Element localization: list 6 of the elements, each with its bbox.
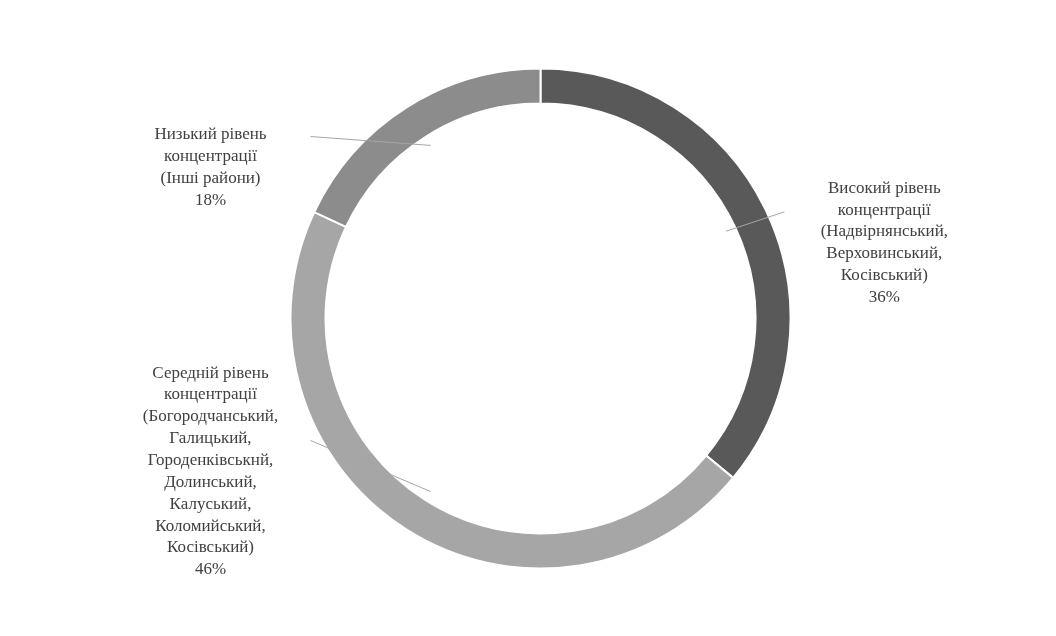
category-label: Середній рівень концентрації (Богородчанський, Галицький, Городенківськнй, Долинський, Калуський, Коломийський, Косівський) [142, 362, 279, 557]
data-label: 18% [194, 189, 227, 209]
slice-label: Низький рівень концентрації (Інші райони) [154, 124, 267, 187]
slice-label: Високий рівень концентрації (Надвірнянський, Верховинський, Косівський) [820, 177, 949, 285]
data-label: 36% [868, 286, 900, 306]
data-label: 46% [194, 559, 227, 579]
